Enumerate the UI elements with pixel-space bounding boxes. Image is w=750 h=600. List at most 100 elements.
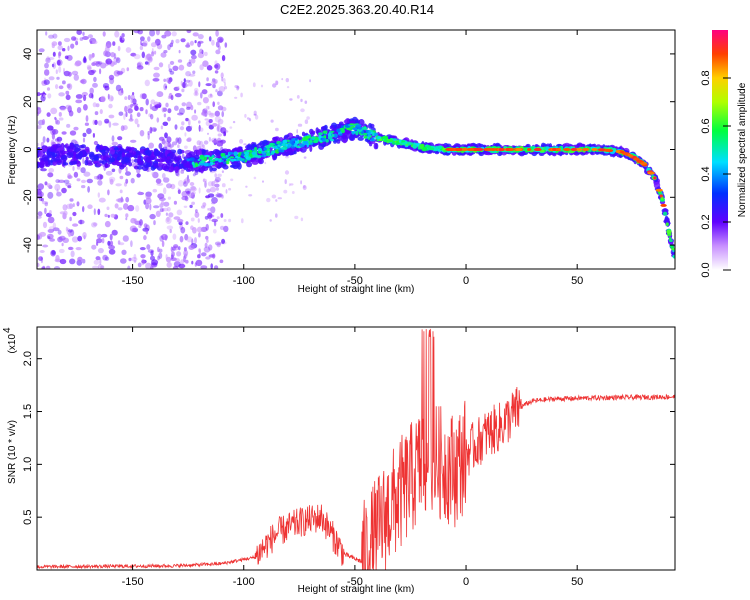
noise-blob	[296, 129, 299, 134]
band-core	[304, 135, 310, 139]
band-blob	[664, 217, 670, 224]
noise-blob	[140, 254, 146, 259]
noise-blob	[127, 204, 135, 212]
noise-blob	[37, 183, 44, 191]
noise-blob	[108, 248, 116, 255]
noise-blob	[176, 209, 183, 216]
band-core	[672, 254, 675, 259]
noise-blob	[197, 254, 201, 259]
noise-blob	[92, 40, 98, 45]
noise-blob	[155, 210, 161, 217]
noise-blob	[209, 93, 213, 97]
band-peak	[653, 176, 657, 180]
noise-blob	[82, 206, 85, 213]
noise-blob	[200, 205, 206, 209]
band-blob	[216, 162, 222, 169]
spectrogram-marks	[37, 30, 675, 269]
noise-blob	[111, 135, 115, 142]
band-blob	[122, 156, 127, 160]
band-peak	[633, 157, 640, 161]
noise-blob	[178, 107, 185, 115]
noise-blob	[90, 69, 97, 74]
noise-blob	[125, 196, 130, 203]
band-core	[239, 157, 243, 162]
band-peak	[509, 148, 514, 151]
noise-blob	[147, 56, 153, 63]
band-blob	[111, 154, 119, 158]
noise-blob	[95, 256, 101, 261]
snr-plot-area	[37, 327, 675, 570]
band-blob	[214, 150, 220, 156]
band-blob	[320, 126, 326, 132]
noise-blob	[97, 247, 104, 254]
noise-blob	[186, 42, 190, 47]
noise-blob	[184, 145, 188, 149]
noise-blob	[254, 114, 259, 120]
noise-blob	[253, 110, 257, 116]
noise-blob	[181, 195, 188, 201]
band-core	[212, 155, 215, 158]
noise-blob	[65, 104, 72, 110]
noise-blob	[200, 92, 203, 99]
noise-blob	[176, 251, 182, 257]
band-blob	[84, 159, 89, 166]
noise-blob	[93, 222, 98, 227]
noise-blob	[198, 120, 201, 124]
noise-blob	[49, 210, 52, 215]
noise-blob	[158, 62, 164, 68]
band-blob	[78, 150, 84, 158]
band-core	[358, 126, 363, 130]
band-core	[349, 123, 355, 126]
spectrogram-y-ticks: -40 -20 0 20 40	[22, 48, 675, 253]
noise-blob	[112, 41, 116, 46]
noise-blob	[195, 259, 203, 267]
noise-blob	[57, 229, 62, 235]
noise-blob	[87, 204, 93, 209]
noise-blob	[141, 93, 147, 100]
noise-blob	[62, 48, 66, 52]
noise-blob	[202, 144, 205, 148]
band-core	[264, 150, 268, 153]
band-core	[249, 150, 253, 153]
noise-blob	[178, 49, 181, 54]
noise-blob	[178, 170, 181, 176]
noise-blob	[104, 220, 111, 228]
noise-blob	[170, 94, 174, 101]
noise-blob	[252, 82, 256, 88]
colorbar-tick-label: 0.8	[700, 70, 712, 85]
noise-blob	[47, 93, 52, 99]
noise-blob	[224, 130, 229, 133]
noise-blob	[76, 107, 82, 114]
noise-blob	[46, 112, 51, 117]
noise-blob	[111, 141, 119, 146]
noise-blob	[66, 123, 71, 128]
noise-blob	[186, 62, 192, 67]
noise-blob	[41, 266, 46, 269]
noise-blob	[153, 66, 160, 71]
noise-blob	[275, 127, 279, 132]
noise-blob	[221, 183, 226, 188]
noise-blob	[224, 86, 228, 90]
band-core	[269, 142, 276, 146]
noise-blob	[175, 39, 180, 44]
noise-blob	[110, 213, 116, 218]
noise-blob	[48, 226, 55, 230]
band-blob	[169, 153, 174, 159]
noise-blob	[86, 178, 94, 184]
band-core	[371, 131, 375, 137]
noise-blob	[52, 227, 60, 232]
noise-blob	[97, 173, 103, 180]
band-peak	[597, 148, 606, 152]
noise-blob	[57, 45, 63, 51]
band-blob	[207, 152, 213, 156]
noise-blob	[67, 71, 72, 77]
noise-blob	[145, 109, 148, 115]
noise-blob	[72, 211, 77, 217]
noise-blob	[127, 265, 131, 269]
noise-blob	[59, 105, 66, 110]
noise-blob	[54, 116, 57, 120]
noise-blob	[55, 254, 60, 262]
noise-blob	[97, 208, 101, 215]
band-core	[408, 142, 414, 145]
noise-blob	[114, 30, 120, 38]
